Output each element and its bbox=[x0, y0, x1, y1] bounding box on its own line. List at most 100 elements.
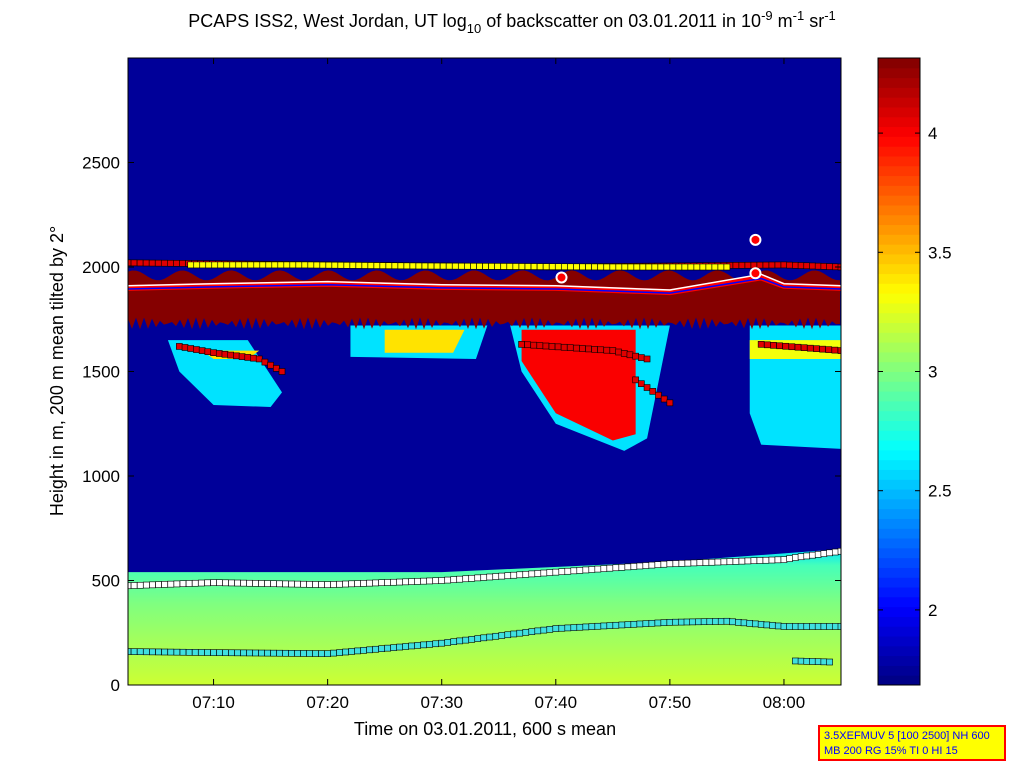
data-point bbox=[638, 380, 645, 387]
x-tick-label: 07:30 bbox=[420, 693, 463, 712]
data-point bbox=[426, 577, 434, 585]
colorbar-segment bbox=[878, 332, 920, 343]
colorbar-segment bbox=[878, 67, 920, 79]
data-point bbox=[723, 263, 731, 271]
marker-circle bbox=[749, 233, 762, 246]
colorbar-segment bbox=[878, 185, 920, 196]
data-point bbox=[512, 263, 520, 270]
data-point bbox=[540, 626, 548, 634]
data-point bbox=[361, 262, 369, 269]
data-point bbox=[530, 341, 538, 349]
data-point bbox=[373, 262, 381, 269]
data-point bbox=[612, 564, 620, 572]
data-point bbox=[624, 563, 632, 571]
data-point bbox=[669, 263, 677, 271]
data-point bbox=[632, 376, 639, 384]
data-point bbox=[732, 262, 740, 269]
colorbar-segment bbox=[878, 146, 920, 157]
data-point bbox=[651, 263, 659, 271]
data-point bbox=[756, 557, 764, 564]
data-point bbox=[330, 649, 337, 657]
data-point bbox=[498, 632, 506, 639]
data-point bbox=[803, 552, 811, 560]
data-point bbox=[241, 261, 249, 269]
data-point bbox=[167, 580, 175, 588]
colorbar-segment bbox=[878, 665, 920, 676]
data-point bbox=[160, 259, 168, 267]
data-point bbox=[187, 345, 195, 352]
colorbar-segment bbox=[878, 312, 920, 324]
colorbar-segment bbox=[878, 518, 920, 529]
data-point bbox=[367, 262, 375, 269]
data-point bbox=[142, 259, 150, 267]
data-point bbox=[768, 556, 776, 564]
colorbar-segment bbox=[878, 87, 920, 98]
data-point bbox=[672, 618, 679, 626]
data-point bbox=[228, 649, 235, 657]
data-point bbox=[803, 623, 811, 630]
data-point bbox=[705, 263, 713, 271]
data-point bbox=[752, 620, 759, 628]
data-point bbox=[149, 581, 156, 589]
data-point bbox=[336, 580, 343, 588]
colorbar-tick-label: 3.5 bbox=[928, 243, 952, 262]
data-point bbox=[831, 548, 839, 556]
data-point bbox=[712, 618, 719, 625]
data-point bbox=[726, 558, 734, 565]
data-point bbox=[342, 648, 349, 656]
data-point bbox=[155, 648, 162, 656]
data-point bbox=[528, 628, 536, 635]
data-point bbox=[594, 622, 602, 630]
data-point bbox=[216, 649, 223, 656]
data-point bbox=[161, 648, 168, 656]
data-point bbox=[576, 623, 584, 631]
data-point bbox=[420, 641, 428, 649]
data-point bbox=[813, 345, 820, 352]
data-point bbox=[536, 342, 544, 349]
data-point bbox=[187, 261, 195, 269]
data-point bbox=[540, 569, 548, 577]
data-point bbox=[797, 262, 805, 269]
data-point bbox=[451, 262, 459, 270]
data-point bbox=[215, 350, 223, 357]
colorbar-segment bbox=[878, 224, 920, 235]
data-point bbox=[528, 570, 536, 578]
data-point bbox=[597, 263, 605, 271]
data-point bbox=[636, 562, 644, 570]
data-point bbox=[534, 627, 542, 635]
data-point bbox=[337, 261, 345, 269]
data-point bbox=[433, 262, 441, 270]
colorbar-segment bbox=[878, 58, 920, 69]
colorbar-segment bbox=[878, 371, 920, 382]
data-point bbox=[161, 581, 168, 588]
y-axis-label: Height in m, 200 m mean tilted by 2° bbox=[47, 226, 67, 516]
data-point bbox=[621, 263, 629, 271]
colorbar-segment bbox=[878, 381, 920, 392]
data-point bbox=[570, 567, 578, 575]
data-point bbox=[809, 658, 816, 665]
data-point bbox=[408, 642, 415, 650]
data-point bbox=[336, 649, 343, 656]
data-point bbox=[167, 648, 175, 656]
data-point bbox=[438, 577, 446, 584]
data-point bbox=[794, 343, 802, 351]
data-point bbox=[179, 580, 187, 588]
data-point bbox=[732, 558, 740, 565]
data-point bbox=[300, 650, 307, 657]
data-point bbox=[792, 623, 799, 630]
data-point bbox=[606, 564, 614, 572]
data-point bbox=[432, 577, 440, 585]
colorbar-segment bbox=[878, 391, 920, 402]
data-point bbox=[421, 262, 429, 270]
data-point bbox=[591, 263, 598, 271]
data-point bbox=[564, 567, 572, 575]
data-point bbox=[253, 261, 261, 269]
data-point bbox=[313, 261, 321, 269]
data-point bbox=[763, 341, 771, 349]
data-point bbox=[582, 566, 590, 574]
data-point bbox=[498, 572, 506, 580]
data-point bbox=[706, 618, 714, 625]
data-point bbox=[518, 263, 526, 270]
data-point bbox=[684, 559, 692, 567]
data-point bbox=[282, 580, 289, 588]
